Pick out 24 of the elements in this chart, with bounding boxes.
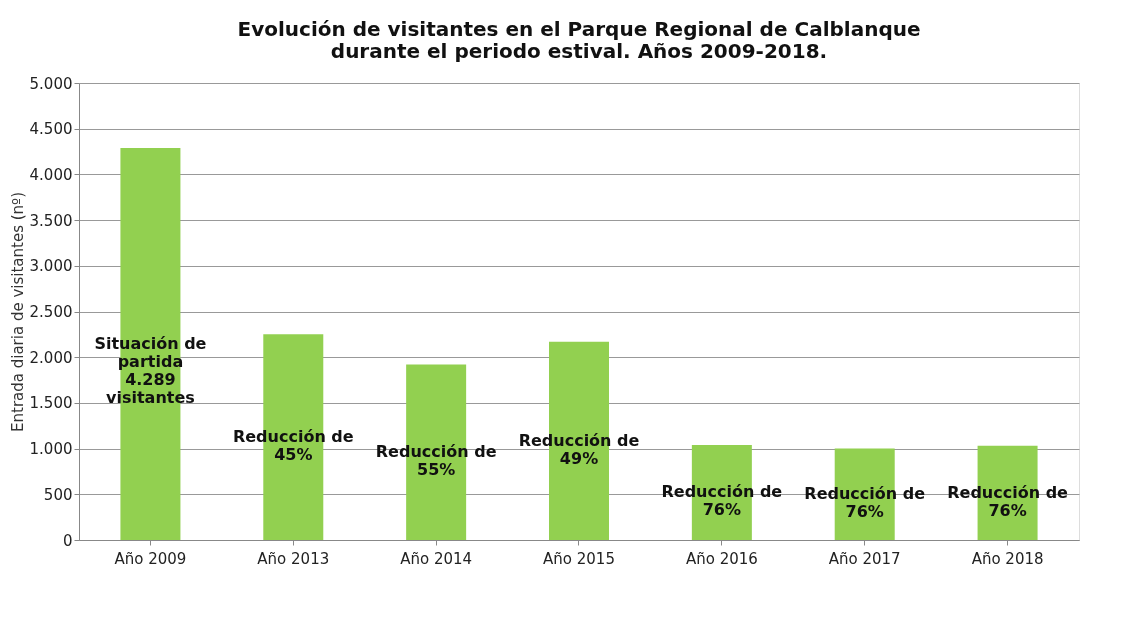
y-tick-label: 2.500: [29, 303, 73, 321]
x-tick-label: Año 2009: [114, 549, 187, 568]
chart-title: Evolución de visitantes en el Parque Regional de Calblanque durante el periodo estival. Años 2009-2018.: [237, 17, 921, 63]
annotation: Reducción de 76%: [661, 482, 783, 520]
y-tick-label: 3.000: [29, 257, 73, 276]
y-tick-label: 4.000: [29, 165, 73, 184]
x-tick-label: Año 2013: [257, 549, 330, 568]
y-tick-label: 4.500: [29, 120, 73, 139]
y-tick-label: 0: [62, 531, 73, 550]
x-tick-label: Año 2018: [971, 549, 1044, 568]
y-tick-label: 3.500: [29, 211, 73, 230]
x-tick-label: Año 2017: [828, 549, 901, 568]
y-tick-label: 500: [43, 485, 73, 504]
x-tick-label: Año 2016: [685, 549, 758, 568]
y-tick-label: 1.500: [29, 394, 73, 413]
annotation: Reducción de 76%: [804, 484, 926, 522]
x-tick-label: Año 2014: [400, 549, 473, 568]
y-tick-label: 5.000: [29, 74, 73, 93]
annotation: Reducción de 55%: [375, 442, 497, 480]
x-tick-label: Año 2015: [543, 549, 615, 568]
y-tick-label: 2.000: [29, 348, 73, 367]
y-tick-label: 1.000: [29, 440, 73, 459]
annotation: Reducción de 76%: [947, 482, 1069, 520]
y-axis-title: Entrada diaria de visitantes (nº): [8, 192, 27, 432]
